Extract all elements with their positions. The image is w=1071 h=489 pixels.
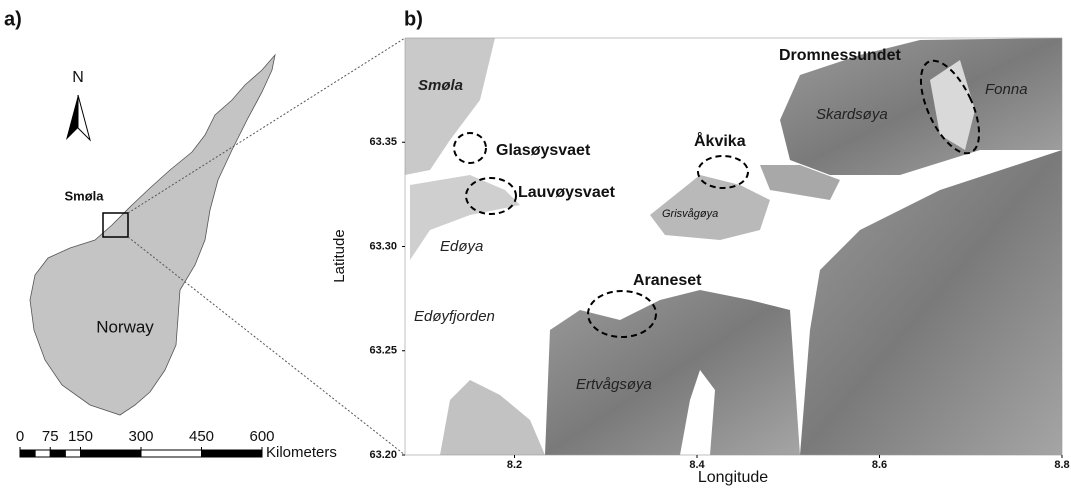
scale-segment — [50, 450, 65, 457]
scale-segment — [20, 450, 35, 457]
x-tick-label: 8.8 — [1054, 459, 1069, 471]
place-label: Dromnessundet — [779, 47, 901, 64]
place-label: Fonna — [985, 81, 1028, 98]
panel-label: a) — [4, 8, 22, 30]
y-tick-label: 63.30 — [369, 240, 397, 252]
scale-tick-label: 300 — [128, 428, 153, 445]
place-label: Smøla — [418, 77, 463, 94]
place-label: Araneset — [633, 272, 702, 289]
x-tick-label: 8.4 — [689, 459, 705, 471]
scale-segment — [35, 450, 50, 457]
y-tick-label: 63.25 — [369, 345, 397, 357]
scale-tick-label: 75 — [42, 428, 59, 445]
scale-bar: 0 75 150 300 450 600 — [16, 428, 275, 457]
y-tick-label: 63.35 — [369, 136, 397, 148]
north-arrow — [66, 95, 78, 140]
scale-segment — [202, 450, 263, 457]
place-label: Grisvågøya — [662, 208, 718, 220]
place-label: Edøya — [440, 238, 483, 255]
country-label: Norway — [96, 317, 154, 336]
place-label: Åkvika — [694, 131, 746, 150]
scale-tick-label: 0 — [16, 428, 24, 445]
terrain-map — [405, 38, 1062, 455]
place-label: Glasøysvaet — [496, 142, 591, 159]
north-label: N — [72, 69, 84, 86]
scale-tick-label: 150 — [68, 428, 93, 445]
scale-segment — [81, 450, 142, 457]
region-label: Smøla — [64, 188, 104, 203]
place-label: Edøyfjorden — [414, 308, 495, 325]
figure: a) N Smøla Norway 0 75 150 300 450 600 Kilome… — [0, 0, 1071, 489]
place-label: Ertvågsøya — [576, 376, 652, 393]
x-tick-label: 8.6 — [872, 459, 887, 471]
scale-unit: Kilometers — [266, 444, 337, 461]
scale-tick-label: 450 — [189, 428, 214, 445]
north-arrow — [78, 95, 90, 140]
place-label: Skardsøya — [816, 106, 888, 123]
x-axis-label: Longitude — [698, 469, 768, 486]
scale-segment — [141, 450, 202, 457]
y-tick-label: 63.20 — [369, 449, 397, 461]
scale-segment — [65, 450, 80, 457]
place-label: Lauvøysvaet — [518, 184, 616, 201]
x-tick-label: 8.2 — [507, 459, 522, 471]
norway-map — [30, 55, 275, 415]
panel-label: b) — [404, 8, 423, 30]
scale-tick-label: 600 — [249, 428, 274, 445]
y-axis-label: Latitude — [331, 229, 348, 282]
